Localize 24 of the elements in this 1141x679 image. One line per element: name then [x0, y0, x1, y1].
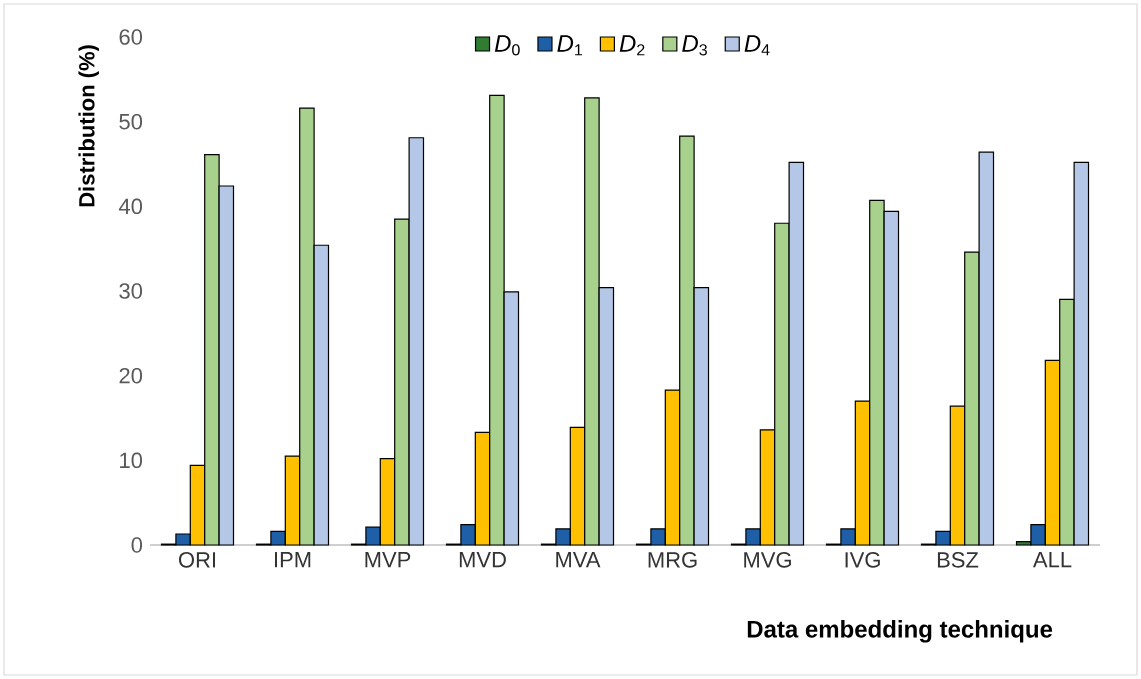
- x-tick-label: MVP: [365, 552, 411, 568]
- x-tick-label: IPM: [274, 552, 311, 568]
- y-tick-label: 30: [119, 283, 143, 299]
- y-tick-label: 50: [119, 113, 143, 130]
- x-tick-label: BSZ: [937, 552, 979, 568]
- y-tick-label: 60: [119, 29, 143, 45]
- y-tick-label: 0: [131, 537, 143, 553]
- legend-label: D$_{3}$: [682, 35, 707, 56]
- legend-label: D$_{2}$: [619, 35, 645, 56]
- legend-label: D$_{4}$: [744, 35, 770, 56]
- x-tick-label: IVG: [845, 552, 880, 568]
- x-tick-label: ORI: [178, 552, 216, 568]
- x-tick-label: ALL: [1032, 552, 1072, 568]
- y-axis-title: Distribution (%): [78, 45, 99, 207]
- legend-label: D$_{0}$: [494, 35, 520, 56]
- x-tick-label: MVG: [744, 552, 791, 568]
- legend-label: D$_{1}$: [557, 35, 583, 56]
- x-tick-label: MVD: [459, 552, 506, 568]
- x-tick-label: MRG: [648, 552, 697, 568]
- x-axis-title: Data embedding technique: [747, 620, 1053, 643]
- y-tick-label: 40: [118, 198, 143, 215]
- y-tick-label: 10: [120, 452, 143, 469]
- x-tick-label: MVA: [556, 552, 601, 568]
- y-tick-label: 20: [119, 367, 143, 384]
